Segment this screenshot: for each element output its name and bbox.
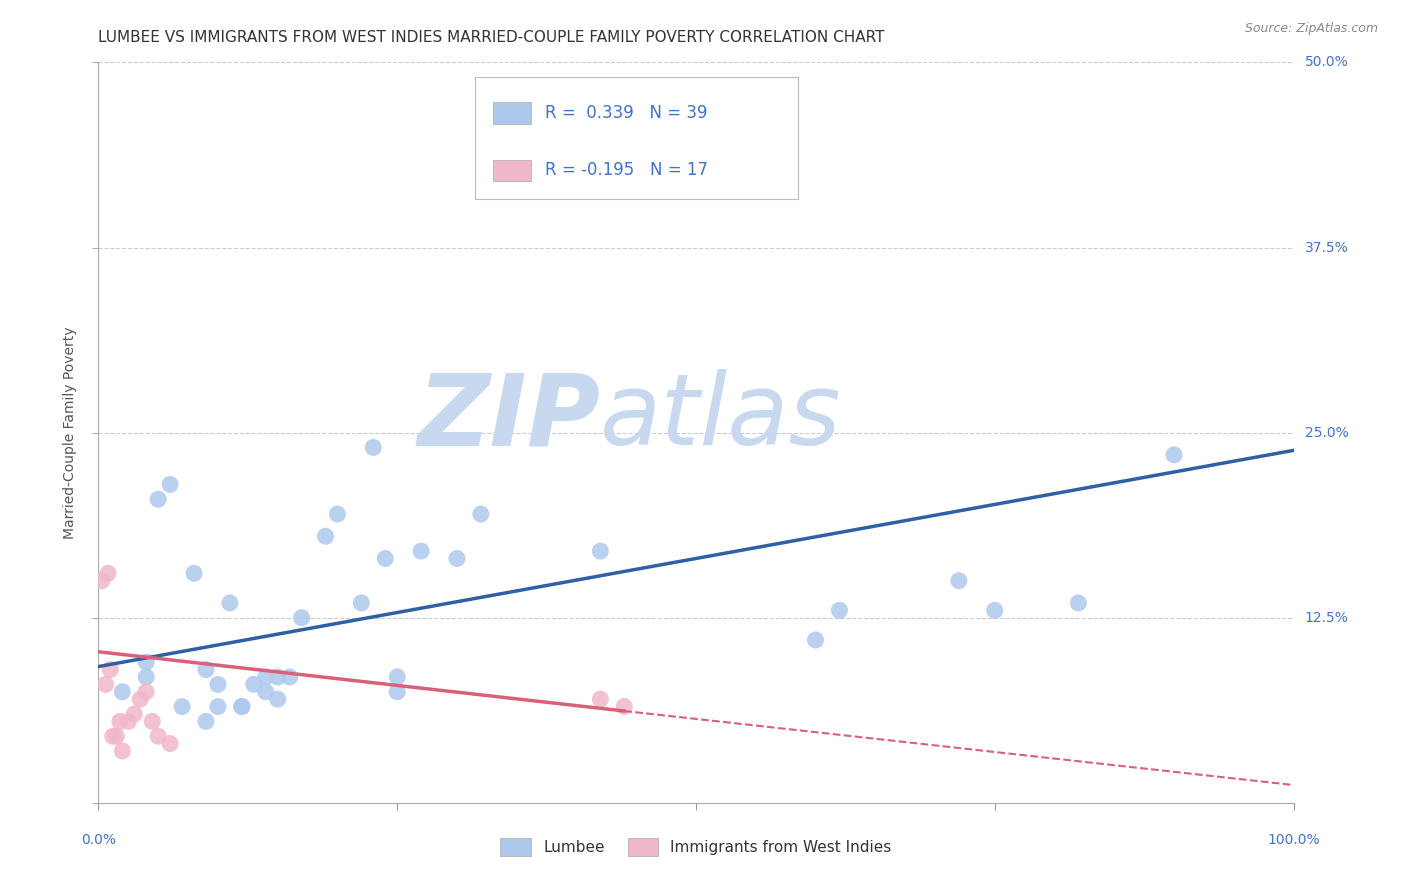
Point [97, 566, 120, 581]
Y-axis label: Married-Couple Family Poverty: Married-Couple Family Poverty [63, 326, 77, 539]
Point [589, 544, 612, 558]
Point [315, 529, 337, 543]
Point [124, 706, 146, 721]
Text: 50.0%: 50.0% [1305, 55, 1348, 70]
Point [94, 677, 117, 691]
Point [105, 729, 128, 743]
Text: atlas: atlas [600, 369, 842, 467]
Point [828, 603, 851, 617]
FancyBboxPatch shape [494, 103, 531, 124]
Point [207, 677, 229, 691]
Point [172, 699, 194, 714]
Point [565, 152, 588, 166]
Point [374, 551, 396, 566]
Point [207, 699, 229, 714]
Text: 25.0%: 25.0% [1305, 425, 1348, 440]
Point [231, 699, 253, 714]
Point [254, 685, 277, 699]
Point [111, 685, 134, 699]
Text: 100.0%: 100.0% [1267, 833, 1320, 847]
Point [183, 566, 205, 581]
FancyBboxPatch shape [494, 160, 531, 181]
Point [135, 655, 157, 669]
Point [1067, 596, 1090, 610]
FancyBboxPatch shape [475, 78, 797, 200]
Point [385, 670, 409, 684]
Point [1163, 448, 1185, 462]
Point [613, 699, 636, 714]
Point [111, 744, 134, 758]
Point [195, 663, 218, 677]
Point [108, 714, 131, 729]
Point [243, 677, 266, 691]
Text: R =  0.339   N = 39: R = 0.339 N = 39 [546, 104, 707, 122]
Point [231, 699, 253, 714]
Point [984, 603, 1007, 617]
Point [141, 714, 163, 729]
Point [385, 685, 409, 699]
Point [411, 544, 433, 558]
Point [219, 596, 242, 610]
Point [363, 441, 385, 455]
Text: 12.5%: 12.5% [1305, 611, 1348, 624]
Point [804, 632, 827, 647]
Point [589, 692, 612, 706]
Point [98, 663, 122, 677]
Point [135, 685, 157, 699]
Point [117, 714, 139, 729]
Point [195, 714, 218, 729]
Text: ZIP: ZIP [418, 369, 600, 467]
Text: Source: ZipAtlas.com: Source: ZipAtlas.com [1244, 22, 1378, 36]
Point [101, 729, 124, 743]
Point [254, 670, 277, 684]
Text: LUMBEE VS IMMIGRANTS FROM WEST INDIES MARRIED-COUPLE FAMILY POVERTY CORRELATION : LUMBEE VS IMMIGRANTS FROM WEST INDIES MA… [98, 29, 884, 45]
Point [326, 507, 349, 521]
Point [148, 492, 170, 507]
Point [148, 729, 170, 743]
Point [291, 610, 314, 624]
Text: 0.0%: 0.0% [82, 833, 115, 847]
Point [159, 477, 181, 491]
Point [470, 507, 492, 521]
Point [948, 574, 970, 588]
Point [278, 670, 301, 684]
Point [446, 551, 468, 566]
Text: R = -0.195   N = 17: R = -0.195 N = 17 [546, 161, 709, 179]
Point [267, 670, 290, 684]
Point [91, 574, 114, 588]
Legend: Lumbee, Immigrants from West Indies: Lumbee, Immigrants from West Indies [495, 832, 897, 862]
Point [129, 692, 152, 706]
Point [350, 596, 373, 610]
Point [267, 692, 290, 706]
Text: 37.5%: 37.5% [1305, 241, 1348, 254]
Point [135, 670, 157, 684]
Point [159, 737, 181, 751]
